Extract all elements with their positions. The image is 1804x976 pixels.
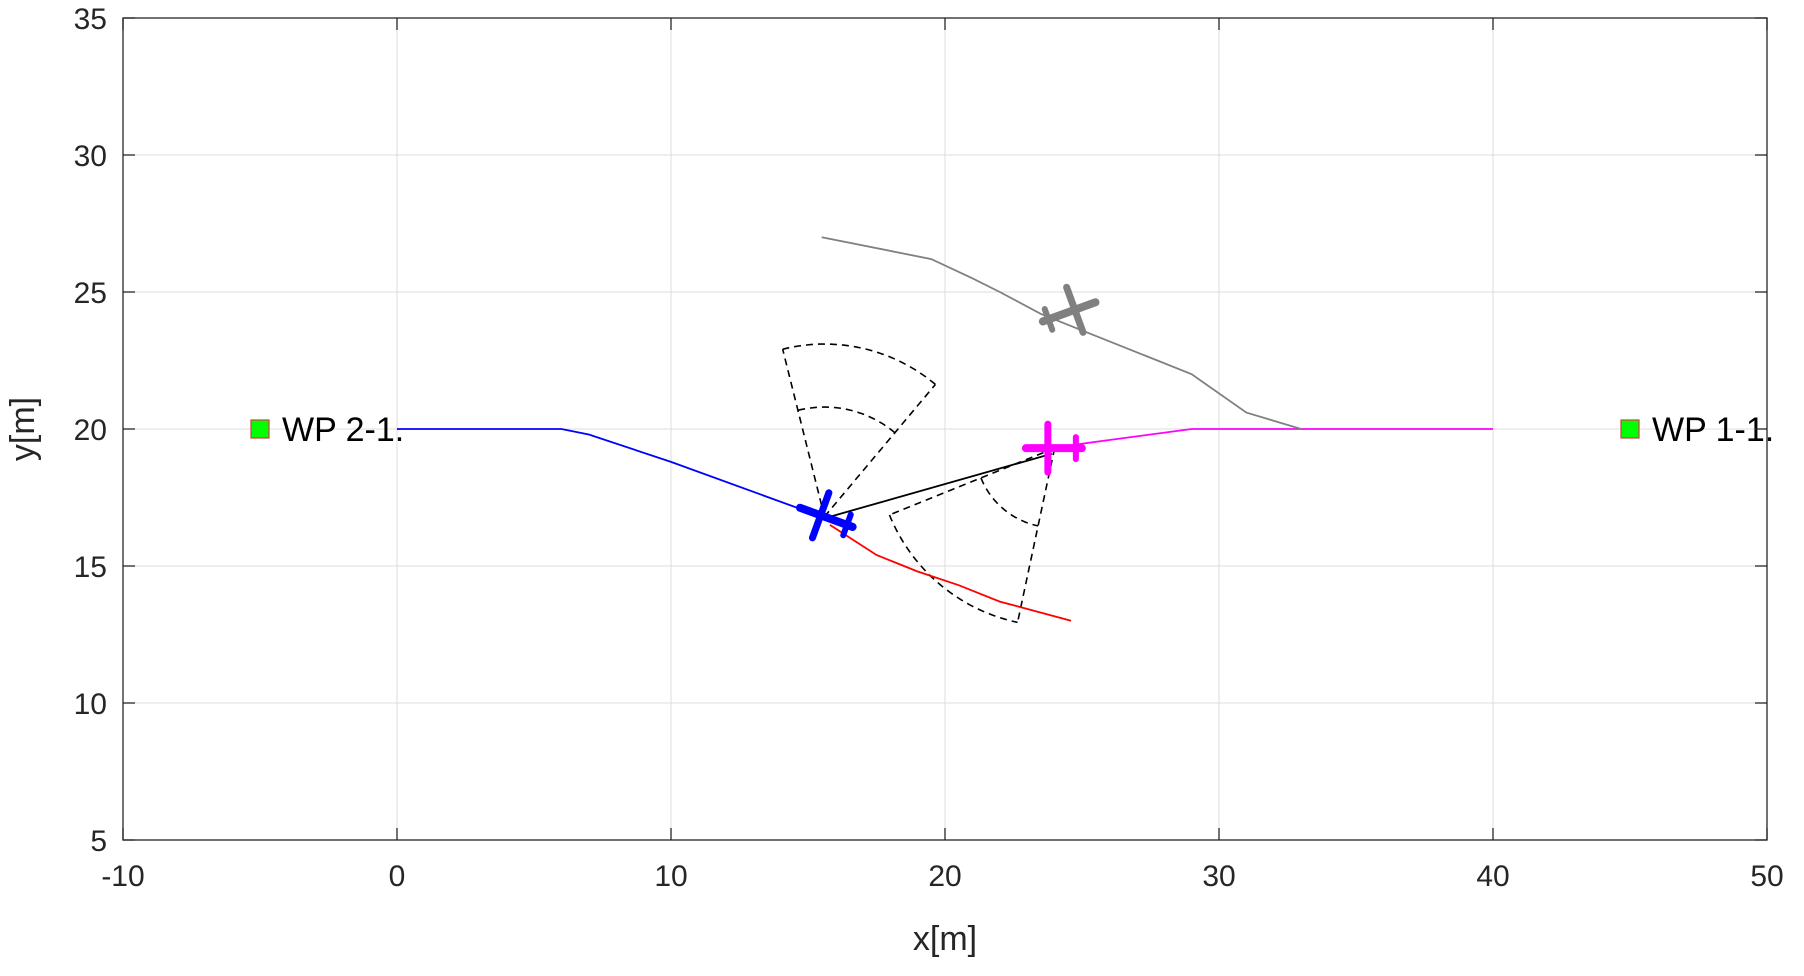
axes: -10 0 10 20 30 40 50 5 10 15 20 25 30 35	[74, 3, 1784, 893]
x-tick-label: -10	[101, 860, 144, 893]
magenta-sensor-inner-arc	[980, 477, 1039, 527]
gray-aircraft	[1038, 283, 1100, 336]
black-link	[829, 452, 1053, 518]
trajectories	[397, 236, 1493, 622]
blue-sensor-outer-arc	[782, 343, 936, 386]
wp-1-1-marker	[1620, 419, 1640, 439]
axes-box	[122, 17, 1768, 841]
magenta-aircraft	[1021, 420, 1086, 476]
y-tick-label: 5	[90, 825, 107, 858]
blue-aircraft-fuselage	[796, 503, 857, 531]
gray-aircraft-tail	[1041, 306, 1056, 333]
x-tick-label: 0	[389, 860, 406, 893]
x-tick-label: 50	[1750, 860, 1783, 893]
sensor-sectors	[781, 343, 1056, 624]
blue-sensor-edge-1	[781, 348, 826, 517]
gray-path	[821, 236, 1302, 430]
y-tick-label: 25	[74, 277, 107, 310]
blue-aircraft-tail	[840, 511, 854, 539]
aircraft-markers	[796, 283, 1100, 542]
blue-sensor-inner-arc	[797, 406, 896, 434]
blue-sensor-edge-0	[823, 383, 937, 518]
magenta-path	[1048, 428, 1493, 450]
waypoints: WP 2-1. WP 1-1.	[250, 411, 1774, 449]
red-path	[829, 524, 1072, 622]
x-tick-label: 20	[928, 860, 961, 893]
wp-2-1-label: WP 2-1.	[282, 411, 404, 449]
y-tick-label: 20	[74, 414, 107, 447]
y-tick-label: 35	[74, 3, 107, 36]
x-tick-label: 10	[654, 860, 687, 893]
wp-2-1-marker	[250, 419, 270, 439]
magenta-sensor-outer-arc	[888, 514, 1018, 624]
x-tick-label: 30	[1202, 860, 1235, 893]
blue-aircraft	[796, 489, 857, 542]
y-axis-label: y[m]	[4, 397, 42, 461]
y-tick-label: 15	[74, 551, 107, 584]
x-tick-label: 40	[1476, 860, 1509, 893]
magenta-sensor-edge-1	[1016, 448, 1056, 623]
y-tick-label: 30	[74, 140, 107, 173]
blue-path	[397, 428, 823, 518]
blue-aircraft-wings	[808, 489, 833, 542]
gray-aircraft-fuselage	[1038, 298, 1100, 326]
x-axis-label: x[m]	[913, 920, 977, 958]
gray-aircraft-wings	[1063, 283, 1087, 336]
magenta-sensor-edge-0	[889, 447, 1055, 516]
wp-1-1-label: WP 1-1.	[1652, 411, 1774, 449]
y-tick-label: 10	[74, 688, 107, 721]
